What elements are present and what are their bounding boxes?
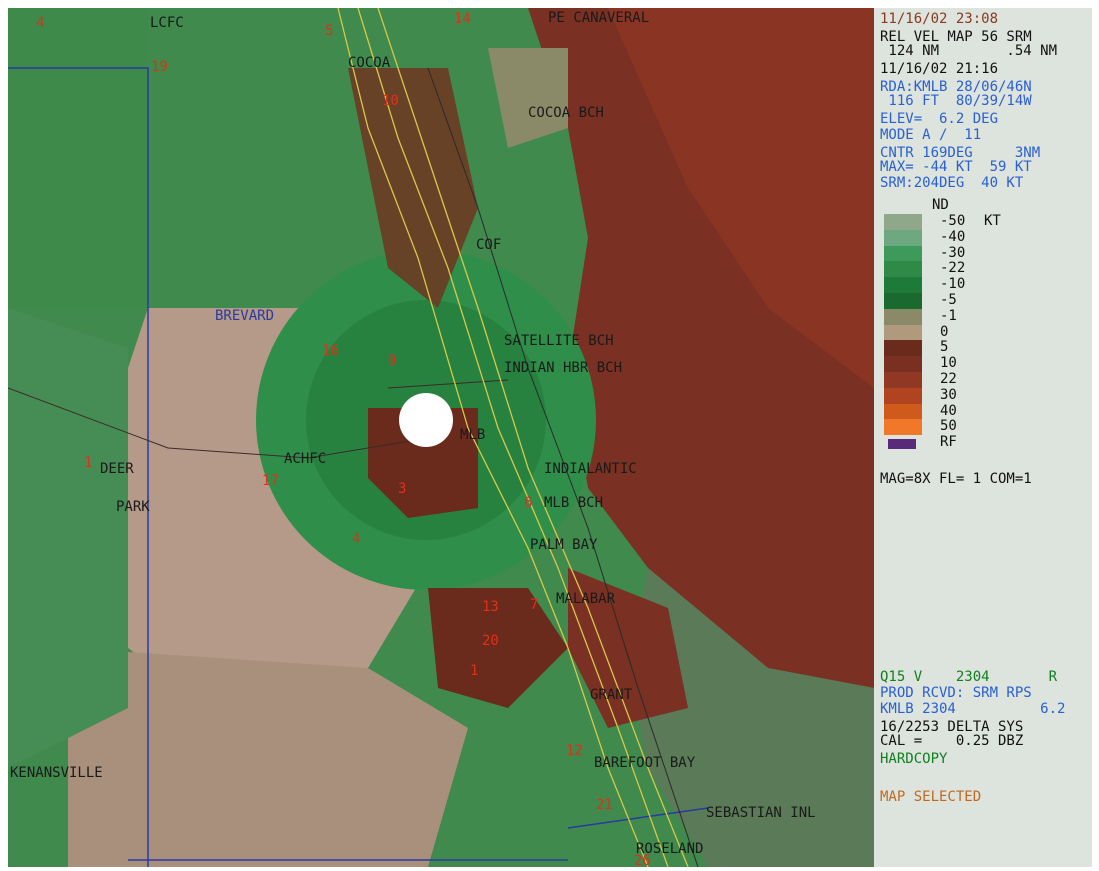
cell-marker: 3 <box>398 481 407 497</box>
legend-swatch <box>888 439 916 450</box>
legend-nd: ND <box>932 197 949 213</box>
legend-swatch <box>884 403 922 420</box>
panel-range: 124 NM .54 NM <box>880 43 1058 59</box>
place-achfc: ACHFC <box>284 451 327 467</box>
legend-swatch <box>884 308 922 325</box>
legend-label: RF <box>940 434 957 451</box>
place-barefoot-bay: BAREFOOT BAY <box>594 755 696 771</box>
legend-label: 30 <box>940 386 957 403</box>
legend-unit: KT <box>984 213 1001 229</box>
legend-label: -30 <box>940 244 966 261</box>
panel-prod-rcvd: PROD RCVD: SRM RPS <box>880 685 1032 701</box>
cell-marker: 5 <box>325 23 334 39</box>
panel-max: MAX= -44 KT 59 KT <box>880 159 1032 175</box>
legend-label: 10 <box>940 355 957 372</box>
panel-kmlb: KMLB 2304 6.2 <box>880 701 1066 717</box>
place-kenansville: KENANSVILLE <box>10 765 103 781</box>
cell-marker: 4 <box>36 15 45 31</box>
cell-marker: 21 <box>596 797 613 813</box>
cell-marker: 26 <box>634 853 651 867</box>
place-park: PARK <box>116 499 150 515</box>
place-indian-hbr-bch: INDIAN HBR BCH <box>504 360 623 376</box>
panel-srm: SRM:204DEG 40 KT <box>880 175 1024 191</box>
place-cape-canaveral: PE CANAVERAL <box>548 10 650 26</box>
cell-marker: 7 <box>530 597 539 613</box>
cell-marker: 1 <box>470 663 479 679</box>
panel-product: REL VEL MAP 56 SRM <box>880 29 1032 45</box>
legend-swatch <box>884 324 922 341</box>
legend-label: -10 <box>940 276 966 293</box>
cell-marker: 12 <box>566 743 583 759</box>
cell-marker: 14 <box>454 11 471 27</box>
legend-swatch <box>884 356 922 373</box>
legend-label: -22 <box>940 260 966 277</box>
cell-marker: 13 <box>482 599 499 615</box>
place-cof: COF <box>476 237 502 253</box>
legend-swatch <box>884 261 922 278</box>
panel-mode: MODE A / 11 <box>880 127 982 143</box>
legend-swatch <box>884 293 922 309</box>
place-mlb-bch: MLB BCH <box>544 495 604 511</box>
county-brevard: BREVARD <box>215 308 275 324</box>
cell-marker: 1 <box>84 455 93 471</box>
place-lcfc: LCFC <box>150 15 184 31</box>
legend-label: -50 <box>940 213 966 229</box>
legend-label: 40 <box>940 402 957 419</box>
cell-marker: 20 <box>482 633 499 649</box>
legend-label: 0 <box>940 323 949 340</box>
legend-label: -40 <box>940 228 966 245</box>
radar-velocity-image <box>8 8 874 867</box>
panel-volume-time: 11/16/02 21:16 <box>880 61 999 77</box>
cell-marker: 4 <box>352 531 361 547</box>
place-indialantic: INDIALANTIC <box>544 461 637 477</box>
cell-marker: 6 <box>524 495 533 511</box>
legend-label: -5 <box>940 292 957 308</box>
place-cocoa: COCOA <box>348 55 391 71</box>
place-satellite-bch: SATELLITE BCH <box>504 333 614 349</box>
panel-datetime: 11/16/02 23:08 <box>880 11 999 27</box>
radar-site-circle <box>399 393 453 447</box>
place-roseland: ROSELAND <box>636 841 704 857</box>
legend-swatch <box>884 387 922 404</box>
legend-swatch <box>884 214 922 230</box>
radar-map[interactable]: LCFC PE CANAVERAL COCOA COCOA BCH COF BR… <box>8 8 874 867</box>
info-panel: 11/16/02 23:08 REL VEL MAP 56 SRM 124 NM… <box>874 8 1092 867</box>
legend-swatch <box>884 419 922 436</box>
place-palm-bay: PALM BAY <box>530 537 598 553</box>
panel-mag: MAG=8X FL= 1 COM=1 <box>880 471 1032 487</box>
legend-swatch <box>884 372 922 388</box>
panel-q15: Q15 V 2304 R <box>880 669 1058 685</box>
place-sebastian-inl: SEBASTIAN INL <box>706 805 816 821</box>
place-malabar: MALABAR <box>556 591 616 607</box>
panel-elevation: ELEV= 6.2 DEG <box>880 111 999 127</box>
legend-swatch <box>884 245 922 262</box>
legend-swatch <box>884 340 922 357</box>
panel-delta: 16/2253 DELTA SYS <box>880 719 1024 735</box>
cell-marker: 10 <box>382 93 399 109</box>
cell-marker: 17 <box>262 473 279 489</box>
panel-cal: CAL = 0.25 DBZ <box>880 733 1024 749</box>
legend-swatch <box>884 229 922 246</box>
panel-height: 116 FT 80/39/14W <box>880 93 1032 109</box>
place-mlb: MLB <box>460 427 486 443</box>
panel-center: CNTR 169DEG 3NM <box>880 145 1041 161</box>
place-grant: GRANT <box>590 687 633 703</box>
place-cocoa-bch: COCOA BCH <box>528 105 604 121</box>
legend-label: -1 <box>940 307 957 324</box>
legend-swatch <box>884 277 922 294</box>
legend-label: 50 <box>940 418 957 435</box>
cell-marker: 16 <box>322 343 339 359</box>
map-selected-status: MAP SELECTED <box>880 789 982 805</box>
cell-marker: 19 <box>151 59 168 75</box>
panel-rda: RDA:KMLB 28/06/46N <box>880 79 1032 95</box>
legend-label: 22 <box>940 371 957 387</box>
hardcopy-button[interactable]: HARDCOPY <box>880 751 948 767</box>
place-deer: DEER <box>100 461 134 477</box>
cell-marker: 9 <box>388 353 397 369</box>
legend-label: 5 <box>940 339 949 356</box>
